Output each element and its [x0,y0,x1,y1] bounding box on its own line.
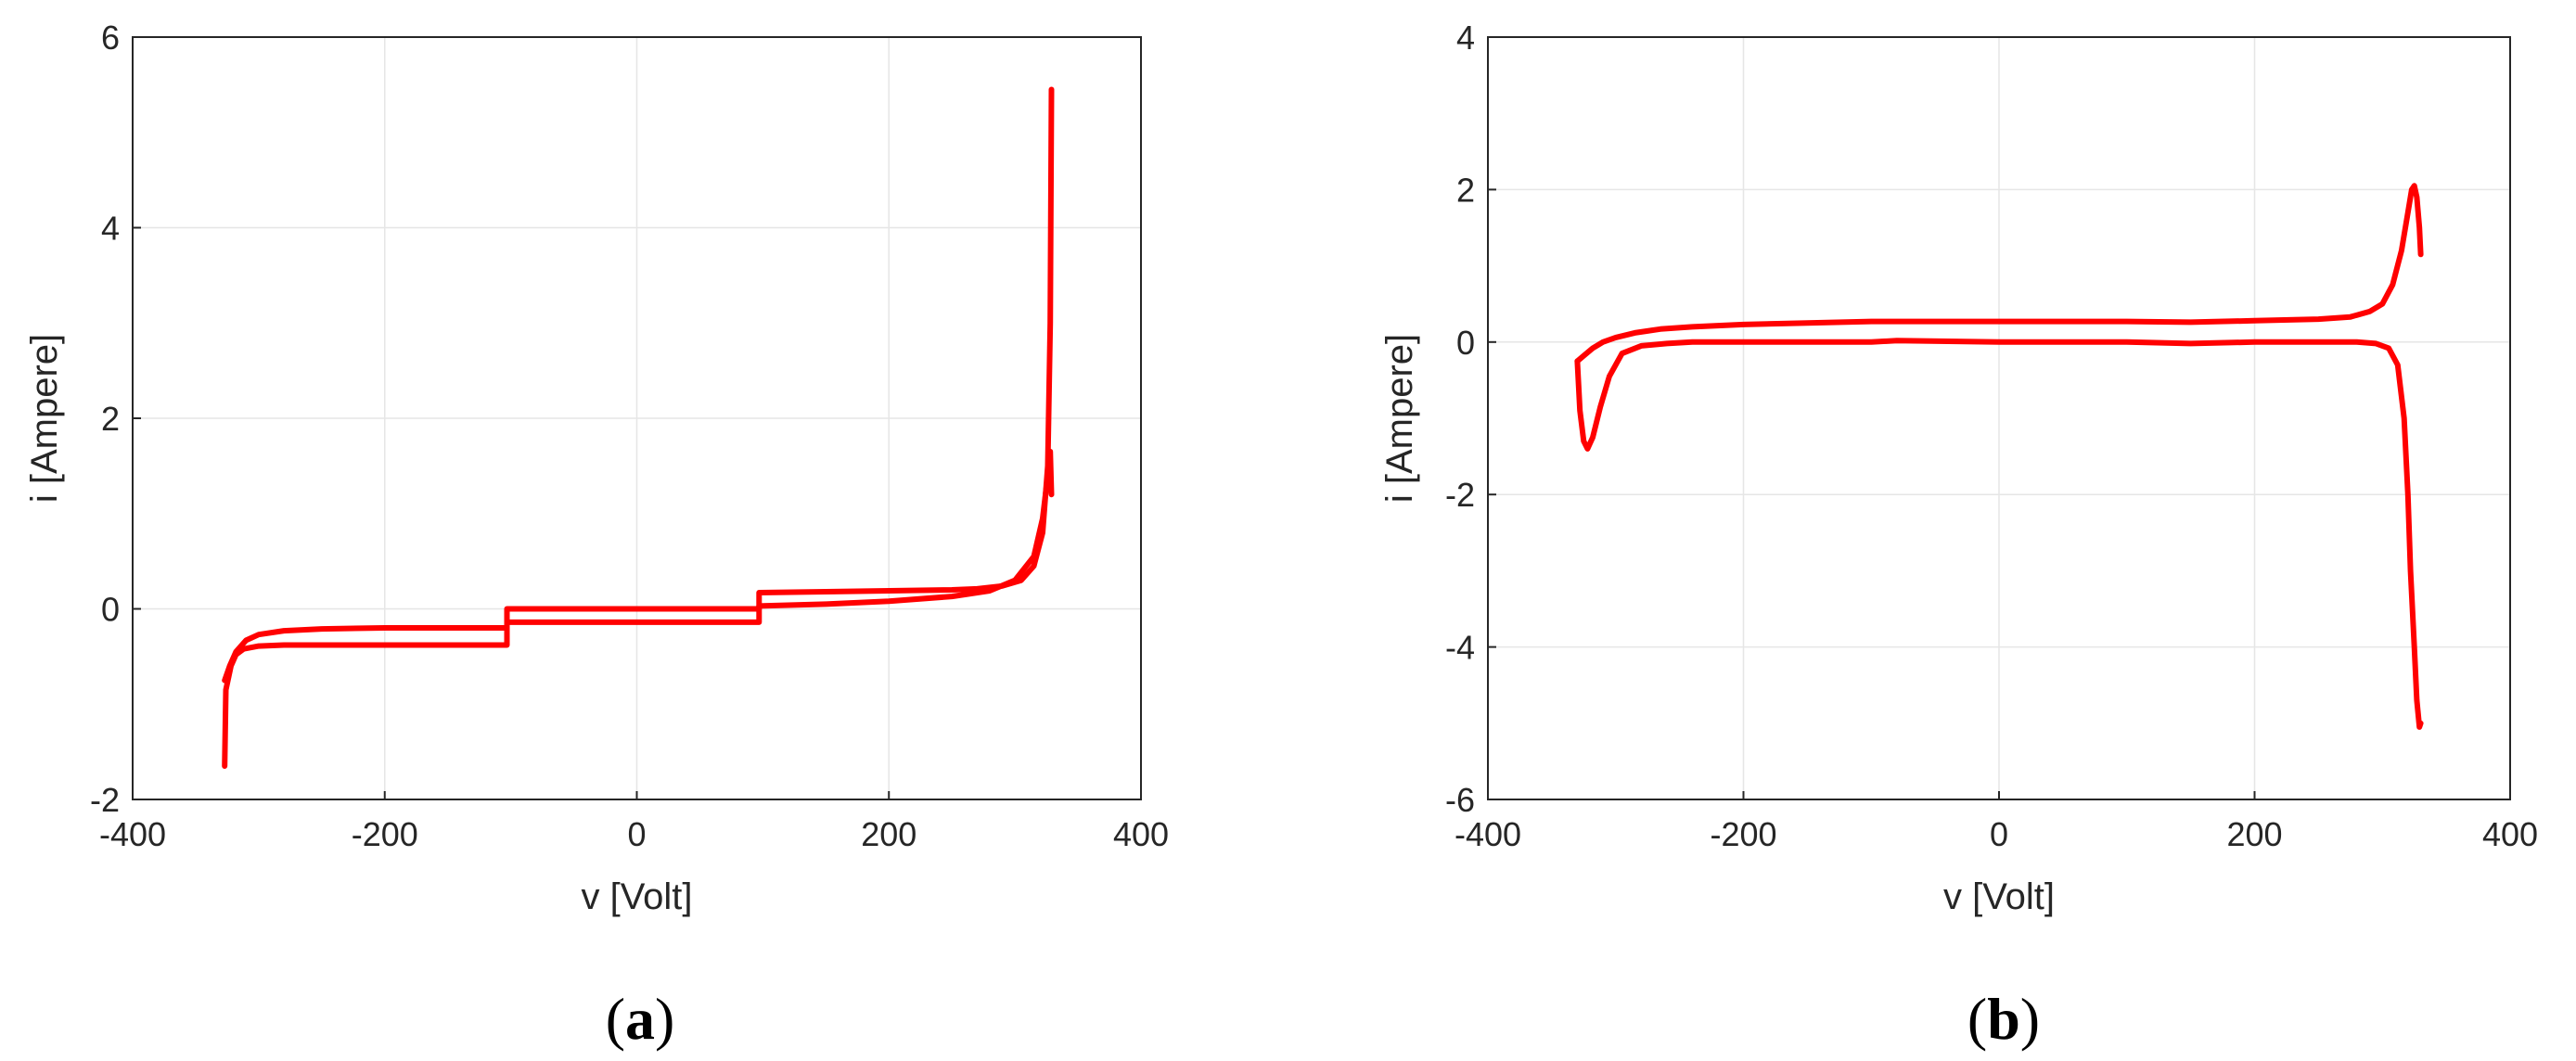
x-tick-label: 0 [1990,815,2008,853]
x-tick-label: -200 [352,815,418,853]
x-tick-label: 200 [861,815,916,853]
chart-panel-a: -400 -200 0 200 400 -2 0 2 4 6 v [Volt] i [Ampere] [24,19,1169,917]
y-tick-label: -2 [90,781,120,819]
y-tick-label: 0 [101,591,120,629]
x-tick-label: -200 [1710,815,1776,853]
y-tick-label: -2 [1445,476,1475,514]
series-line-1 [1574,338,2424,730]
x-tick-label: 400 [2482,815,2538,853]
chart-panel-b: -400 -200 0 200 400 -6 -4 -2 0 2 4 v [Volt] i [Amper… [1379,19,2538,917]
y-tick-label: -6 [1445,781,1475,819]
y-tick-label: 4 [101,210,120,248]
series-line-2 [222,86,1055,684]
y-tick-label: 6 [101,19,120,57]
x-tick-label: 0 [627,815,646,853]
x-tick-label: 400 [1113,815,1169,853]
panel-caption-a: (a) [606,986,675,1052]
x-tick-label: 200 [2226,815,2282,853]
x-tick-label: -400 [1455,815,1521,853]
y-tick-label: 4 [1456,19,1475,57]
panel-caption-b: (b) [1967,986,2040,1052]
y-axis-label: i [Ampere] [24,334,65,503]
y-tick-label: 0 [1456,324,1475,362]
y-tick-label: -4 [1445,629,1475,667]
x-tick-label: -400 [99,815,166,853]
x-axis-label: v [Volt] [1943,876,2055,917]
y-axis-label: i [Ampere] [1379,334,1420,503]
y-tick-label: 2 [1456,171,1475,209]
series-line-1 [222,449,1055,769]
y-tick-label: 2 [101,400,120,438]
series-line-2 [1574,183,2424,364]
x-axis-label: v [Volt] [581,876,692,917]
